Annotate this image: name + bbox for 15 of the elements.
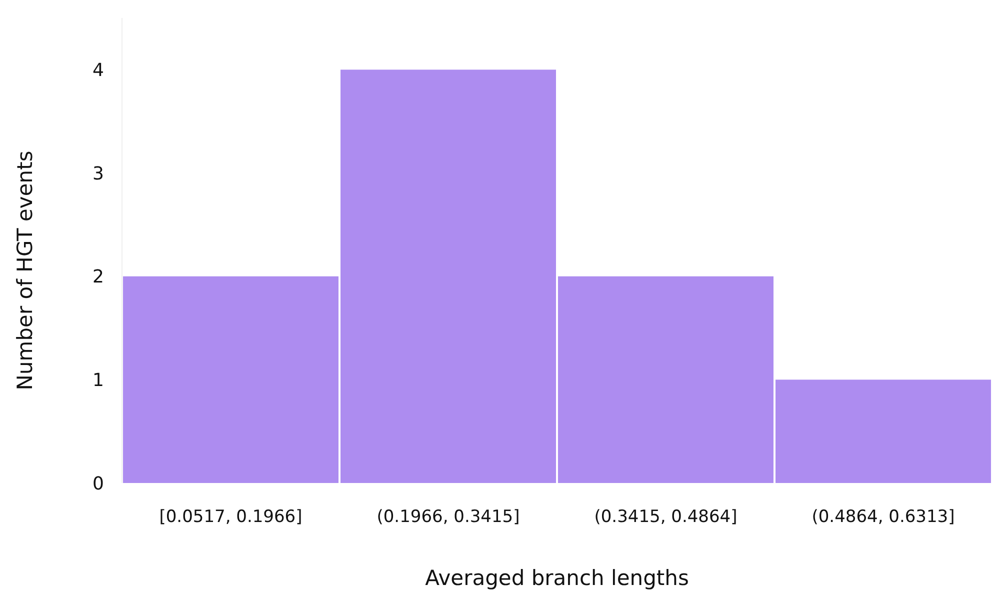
bar xyxy=(340,70,556,483)
bar xyxy=(123,276,338,483)
x-tick-label: [0.0517, 0.1966] xyxy=(159,507,302,527)
x-tick-label: (0.3415, 0.4864] xyxy=(594,507,738,527)
y-tick-label: 0 xyxy=(92,473,104,494)
bar xyxy=(558,276,774,483)
x-tick-label: (0.4864, 0.6313] xyxy=(812,507,955,527)
y-tick-label: 3 xyxy=(92,163,104,184)
y-tick-label: 4 xyxy=(92,60,104,81)
x-tick-label: (0.1966, 0.3415] xyxy=(376,507,520,527)
x-axis-title: Averaged branch lengths xyxy=(425,566,689,590)
y-tick-label: 2 xyxy=(92,266,104,288)
y-tick-label: 1 xyxy=(92,370,104,391)
y-axis-title: Number of HGT events xyxy=(13,150,37,390)
bar xyxy=(776,380,991,483)
